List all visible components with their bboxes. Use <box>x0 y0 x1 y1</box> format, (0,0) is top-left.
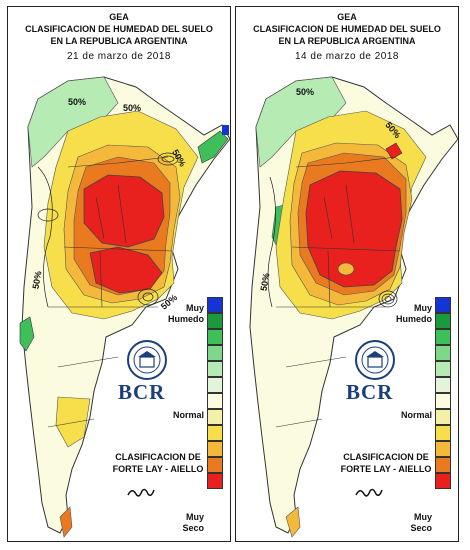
legend-swatch <box>435 361 451 377</box>
moisture-legend <box>435 297 451 489</box>
legend-label-normal: Normal <box>172 410 204 420</box>
panel-subtitle-2: EN LA REPUBLICA ARGENTINA <box>50 36 188 46</box>
contour-label: 50% <box>296 87 315 97</box>
legend-swatch <box>435 345 451 361</box>
legend-swatch <box>435 409 451 425</box>
contour-label: 50% <box>123 103 142 113</box>
classification-caption: CLASIFICACION DE FORTE LAY - AIELLO <box>112 452 204 474</box>
legend-label-very-dry: Muy Seco <box>410 512 432 533</box>
legend-swatch <box>435 297 451 313</box>
legend-swatch <box>207 457 223 473</box>
classification-caption: CLASIFICACION DE FORTE LAY - AIELLO <box>340 452 432 474</box>
panel-date: 21 de marzo de 2018 <box>66 51 171 62</box>
legend-swatch <box>435 329 451 345</box>
soil-moisture-map <box>249 76 459 538</box>
contour-label: 50% <box>68 97 87 107</box>
legend-label-very-wet: Muy Humedo <box>168 303 204 324</box>
legend-swatch <box>207 409 223 425</box>
map-panel-left: GEA CLASIFICACION DE HUMEDAD DEL SUELO E… <box>7 6 231 542</box>
legend-label-normal: Normal <box>400 410 432 420</box>
legend-swatch <box>207 377 223 393</box>
legend-swatch <box>435 377 451 393</box>
legend-swatch <box>207 345 223 361</box>
legend-swatch <box>207 473 223 489</box>
panel-subtitle-1: CLASIFICACION DE HUMEDAD DEL SUELO <box>25 24 213 34</box>
bcr-logo-text: BCR <box>346 380 394 404</box>
panel-title: GEA <box>337 12 357 22</box>
signature-logo <box>355 488 383 497</box>
legend-swatch <box>207 329 223 345</box>
legend-label-very-dry: Muy Seco <box>182 512 204 533</box>
legend-swatch <box>435 313 451 329</box>
panel-subtitle-1: CLASIFICACION DE HUMEDAD DEL SUELO <box>253 24 441 34</box>
legend-label-very-wet: Muy Humedo <box>396 303 432 324</box>
bcr-seal-logo <box>355 340 395 380</box>
legend-swatch <box>207 425 223 441</box>
legend-swatch <box>207 297 223 313</box>
legend-swatch <box>207 441 223 457</box>
panel-subtitle-2: EN LA REPUBLICA ARGENTINA <box>278 36 416 46</box>
legend-swatch <box>435 457 451 473</box>
legend-swatch <box>207 313 223 329</box>
bcr-logo-text: BCR <box>118 380 166 404</box>
legend-swatch <box>435 393 451 409</box>
panel-date: 14 de marzo de 2018 <box>294 51 399 62</box>
map-panel-right: GEA CLASIFICACION DE HUMEDAD DEL SUELO E… <box>235 6 459 542</box>
legend-swatch <box>435 441 451 457</box>
legend-swatch <box>207 361 223 377</box>
moisture-legend <box>207 297 223 489</box>
soil-moisture-map <box>19 76 231 538</box>
legend-swatch <box>435 425 451 441</box>
bcr-seal-logo <box>127 340 167 380</box>
signature-logo <box>127 488 155 497</box>
legend-swatch <box>207 393 223 409</box>
panel-title: GEA <box>109 12 129 22</box>
legend-swatch <box>435 473 451 489</box>
